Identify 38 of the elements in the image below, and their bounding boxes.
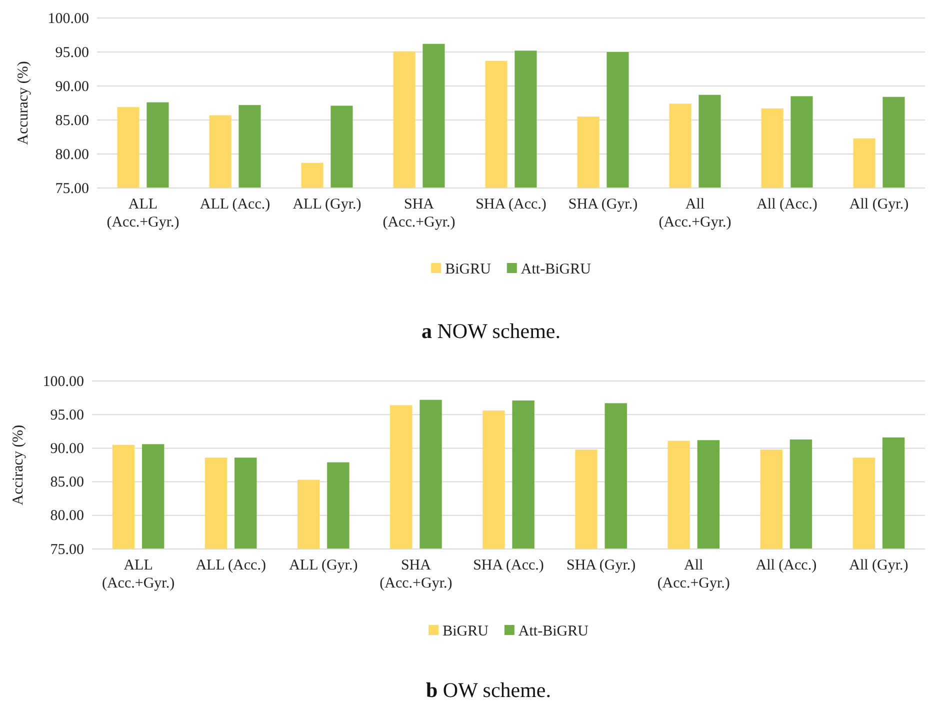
y-tick-label: 75.00 [50,542,84,558]
y-tick-label: 95.00 [55,44,89,61]
x-tick-label: SHA (Gyr.) [566,558,636,574]
x-tick-label: All (Acc.) [756,558,817,574]
y-tick-label: 80.00 [55,146,89,163]
x-tick-label: SHA (Acc.) [476,196,546,213]
y-tick-label: 90.00 [55,78,89,95]
text: b OW scheme. [426,678,552,702]
x-tick-label: All (Gyr.) [849,196,909,213]
y-tick-label: 80.00 [50,508,84,524]
x-tick-label: ALL (Acc.) [196,558,266,574]
y-tick-label: 100.00 [48,10,89,27]
x-tick-label: ALL (Acc.+Gyr.) [106,196,180,231]
legend-label: Att-BiGRU [520,261,592,278]
x-tick-label: ALL (Acc.+Gyr.) [102,558,175,592]
x-tick-label: ALL (Gyr.) [292,196,362,213]
legend-label: BiGRU [445,261,492,278]
y-tick-label: 75.00 [55,180,89,197]
x-tick-label: SHA (Acc.+Gyr.) [380,558,452,592]
x-tick-label: SHA (Gyr.) [568,196,638,213]
y-axis-title: Acciracy (%) [10,424,26,506]
x-tick-label: SHA (Acc.) [473,558,544,574]
x-tick-label: ALL (Acc.) [200,196,270,213]
x-tick-label: ALL (Gyr.) [289,558,358,574]
x-tick-label: SHA (Acc.+Gyr.) [382,196,456,231]
y-tick-label: 85.00 [50,474,84,491]
y-tick-label: 100.00 [42,374,84,390]
y-tick-label: 90.00 [50,441,84,457]
legend-label: Att-BiGRU [518,623,589,640]
x-tick-label: All (Acc.+Gyr.) [657,558,730,592]
y-tick-label: 85.00 [55,112,89,129]
text: a NOW scheme. [422,319,560,343]
y-axis-title: Accuracy (%) [15,61,32,145]
y-tick-label: 95.00 [50,407,84,424]
x-tick-label: All (Acc.+Gyr.) [658,196,732,231]
legend-label: BiGRU [442,623,489,640]
x-tick-label: All (Gyr.) [849,558,908,574]
x-tick-label: All (Acc.) [756,196,818,213]
